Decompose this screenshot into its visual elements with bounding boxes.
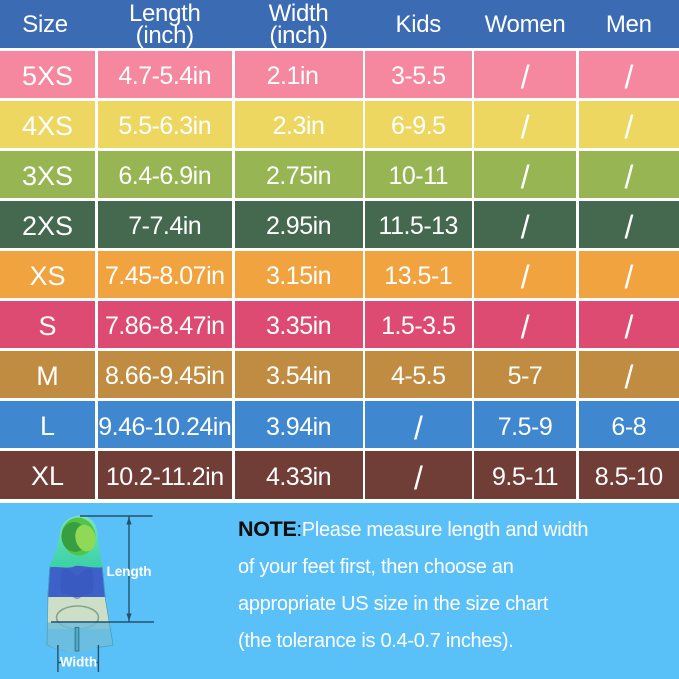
svg-text:Length: Length xyxy=(107,564,152,579)
svg-text:Width: Width xyxy=(60,655,97,670)
